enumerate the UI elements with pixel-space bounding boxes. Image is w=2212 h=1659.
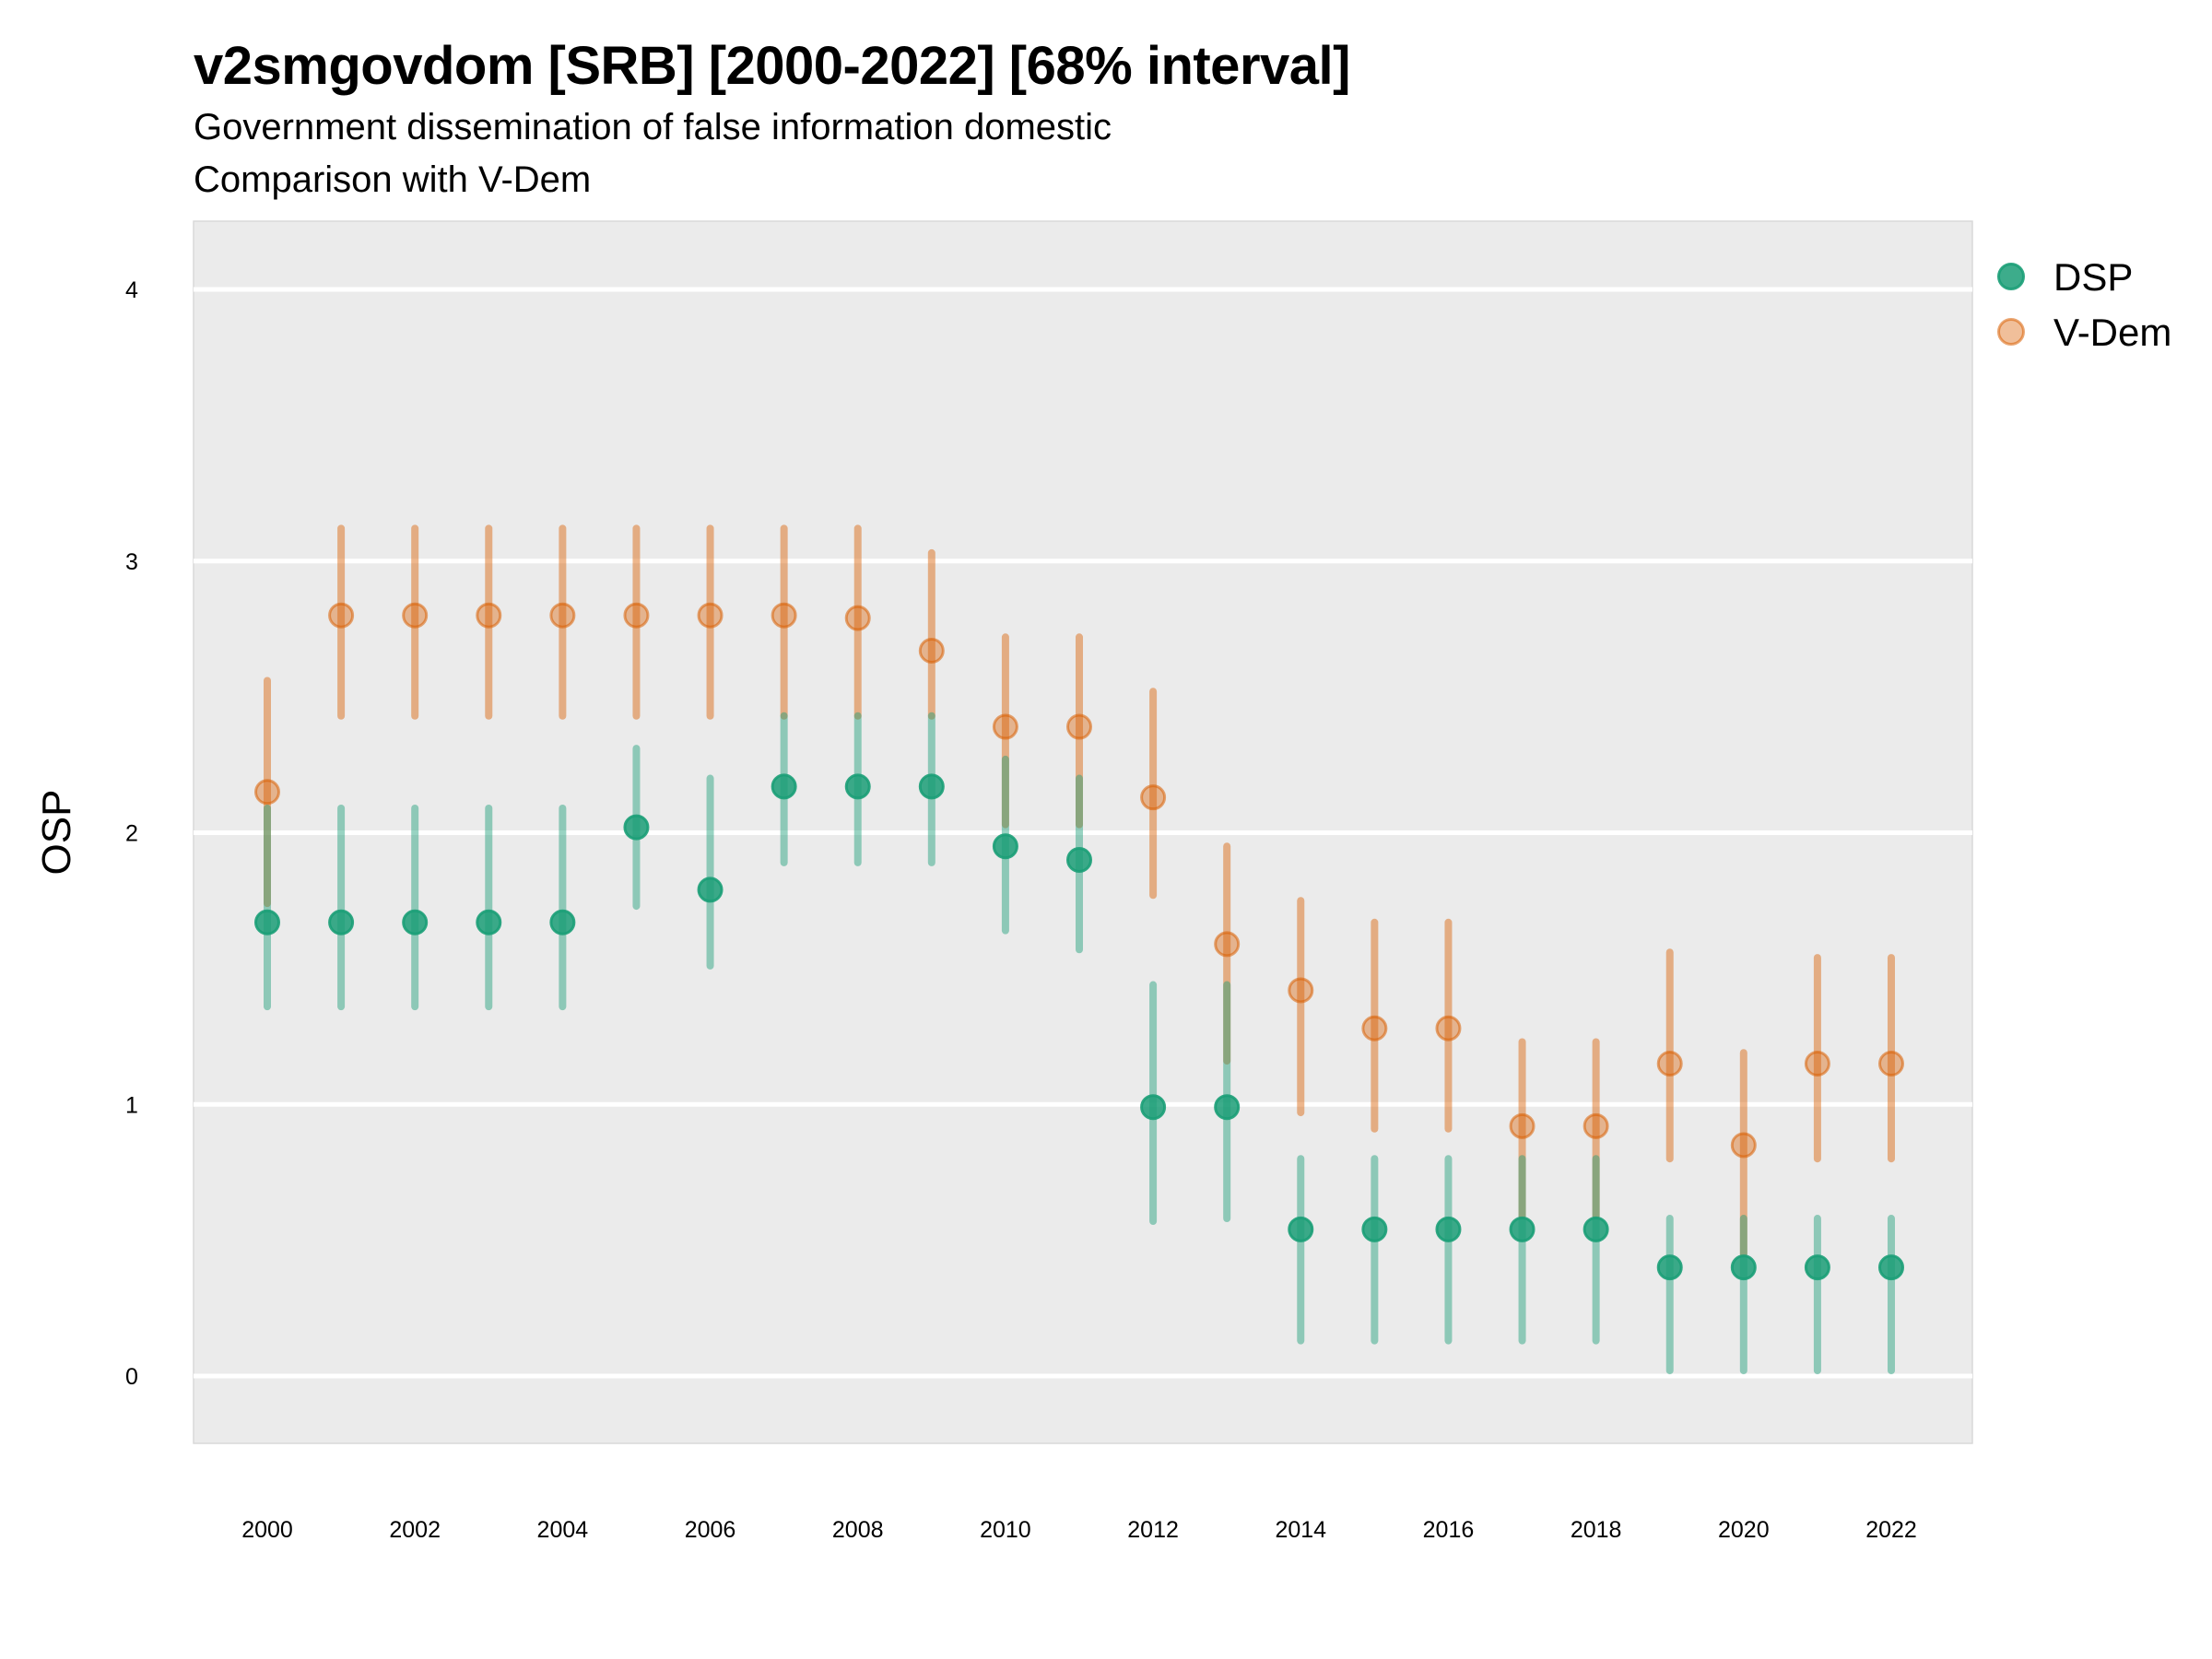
data-point (1361, 1015, 1388, 1041)
legend-label: DSP (2053, 255, 2133, 299)
data-point (844, 773, 871, 800)
legend-key-dsp (1997, 263, 2025, 290)
data-point (1288, 1216, 1314, 1242)
data-point (623, 602, 650, 629)
x-tick-label: 2006 (685, 1517, 736, 1543)
data-point (1214, 1094, 1241, 1121)
y-axis: 0 1 2 3 4 (125, 277, 138, 1390)
data-point (1066, 846, 1092, 873)
y-tick-label: 1 (125, 1092, 138, 1118)
data-point (1656, 1254, 1683, 1281)
data-point (1804, 1051, 1830, 1077)
data-point (1288, 977, 1314, 1004)
data-point (476, 909, 502, 935)
legend-label: V-Dem (2053, 311, 2171, 354)
data-point (1878, 1254, 1904, 1281)
data-point (771, 773, 797, 800)
x-tick-label: 2000 (241, 1517, 293, 1543)
data-point (697, 877, 724, 903)
data-point (992, 713, 1018, 740)
chart-subtitle: Government dissemination of false inform… (194, 107, 1112, 147)
chart-title: v2smgovdom [SRB] [2000-2022] [68% interv… (194, 36, 1350, 96)
data-point (549, 909, 576, 935)
data-point (1878, 1051, 1904, 1077)
gridlines (194, 287, 1972, 1379)
series-dsp (254, 712, 1904, 1375)
data-point (1730, 1132, 1757, 1159)
data-point (1140, 784, 1167, 811)
x-axis: 2000 2002 2004 2006 2008 2010 2012 2014 2016 2018… (241, 1517, 1917, 1543)
data-point (697, 602, 724, 629)
series-v-dem (254, 524, 1904, 1258)
data-point (1656, 1051, 1683, 1077)
data-point (254, 779, 280, 806)
x-tick-label: 2008 (832, 1517, 884, 1543)
chart-subtitle-comparison: Comparison with V-Dem (194, 159, 592, 200)
data-point (1509, 1112, 1535, 1139)
x-tick-label: 2018 (1571, 1517, 1622, 1543)
data-point (402, 602, 429, 629)
y-axis-title: OSP (34, 790, 79, 876)
legend-key-v-dem (1997, 318, 2025, 346)
data-point (254, 909, 280, 935)
data-point (1361, 1216, 1388, 1242)
x-tick-label: 2010 (980, 1517, 1031, 1543)
data-point (918, 638, 945, 665)
x-tick-label: 2004 (537, 1517, 589, 1543)
legend: DSP V-Dem (1997, 255, 2171, 354)
data-point (1435, 1015, 1462, 1041)
data-marks (254, 524, 1904, 1375)
data-point (1509, 1216, 1535, 1242)
data-point (992, 833, 1018, 860)
data-point (1730, 1254, 1757, 1281)
data-point (476, 602, 502, 629)
y-tick-label: 0 (125, 1364, 138, 1390)
data-point (844, 605, 871, 631)
data-point (918, 773, 945, 800)
data-point (1583, 1112, 1609, 1139)
data-point (623, 814, 650, 841)
data-point (1214, 931, 1241, 958)
x-tick-label: 2002 (389, 1517, 441, 1543)
x-tick-label: 2020 (1718, 1517, 1770, 1543)
data-point (328, 909, 355, 935)
x-tick-label: 2022 (1865, 1517, 1917, 1543)
data-point (402, 909, 429, 935)
data-point (771, 602, 797, 629)
x-tick-label: 2016 (1423, 1517, 1475, 1543)
data-point (328, 602, 355, 629)
data-point (1066, 713, 1092, 740)
y-tick-label: 4 (125, 277, 138, 303)
data-point (1435, 1216, 1462, 1242)
y-tick-label: 2 (125, 821, 138, 847)
data-point (1804, 1254, 1830, 1281)
data-point (549, 602, 576, 629)
data-point (1583, 1216, 1609, 1242)
x-tick-label: 2014 (1275, 1517, 1326, 1543)
y-tick-label: 3 (125, 549, 138, 575)
data-point (1140, 1094, 1167, 1121)
x-tick-label: 2012 (1127, 1517, 1179, 1543)
